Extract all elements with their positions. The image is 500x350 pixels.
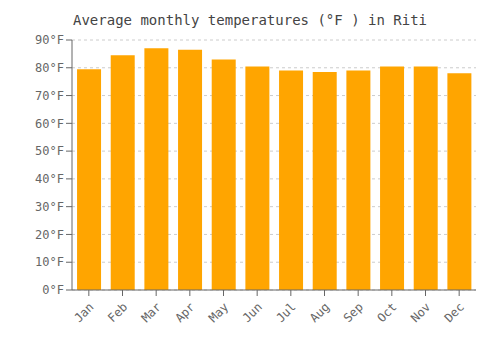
svg-text:Sep: Sep xyxy=(341,300,366,325)
svg-text:Dec: Dec xyxy=(442,300,467,325)
html-text:Average monthly temperatures (: Average monthly temperatures (°F ) in Ri… xyxy=(73,12,427,28)
svg-text:10°F: 10°F xyxy=(35,255,64,269)
svg-text:Apr: Apr xyxy=(172,300,197,325)
svg-text:90°F: 90°F xyxy=(35,33,64,47)
svg-text:May: May xyxy=(206,300,231,325)
svg-text:Nov: Nov xyxy=(408,300,433,325)
svg-text:Feb: Feb xyxy=(105,300,130,325)
svg-text:Aug: Aug xyxy=(307,300,332,325)
svg-text:Jan: Jan xyxy=(71,300,96,325)
svg-text:40°F: 40°F xyxy=(35,172,64,186)
svg-text:60°F: 60°F xyxy=(35,117,64,131)
svg-text:50°F: 50°F xyxy=(35,144,64,158)
svg-text:Oct: Oct xyxy=(374,300,399,325)
svg-text:0°F: 0°F xyxy=(42,283,64,297)
svg-text:20°F: 20°F xyxy=(35,228,64,242)
svg-text:Jun: Jun xyxy=(240,300,265,325)
svg-text:Mar: Mar xyxy=(139,300,164,325)
svg-text:70°F: 70°F xyxy=(35,89,64,103)
svg-text:30°F: 30°F xyxy=(35,200,64,214)
svg-text:Jul: Jul xyxy=(273,300,298,325)
svg-text:80°F: 80°F xyxy=(35,61,64,75)
